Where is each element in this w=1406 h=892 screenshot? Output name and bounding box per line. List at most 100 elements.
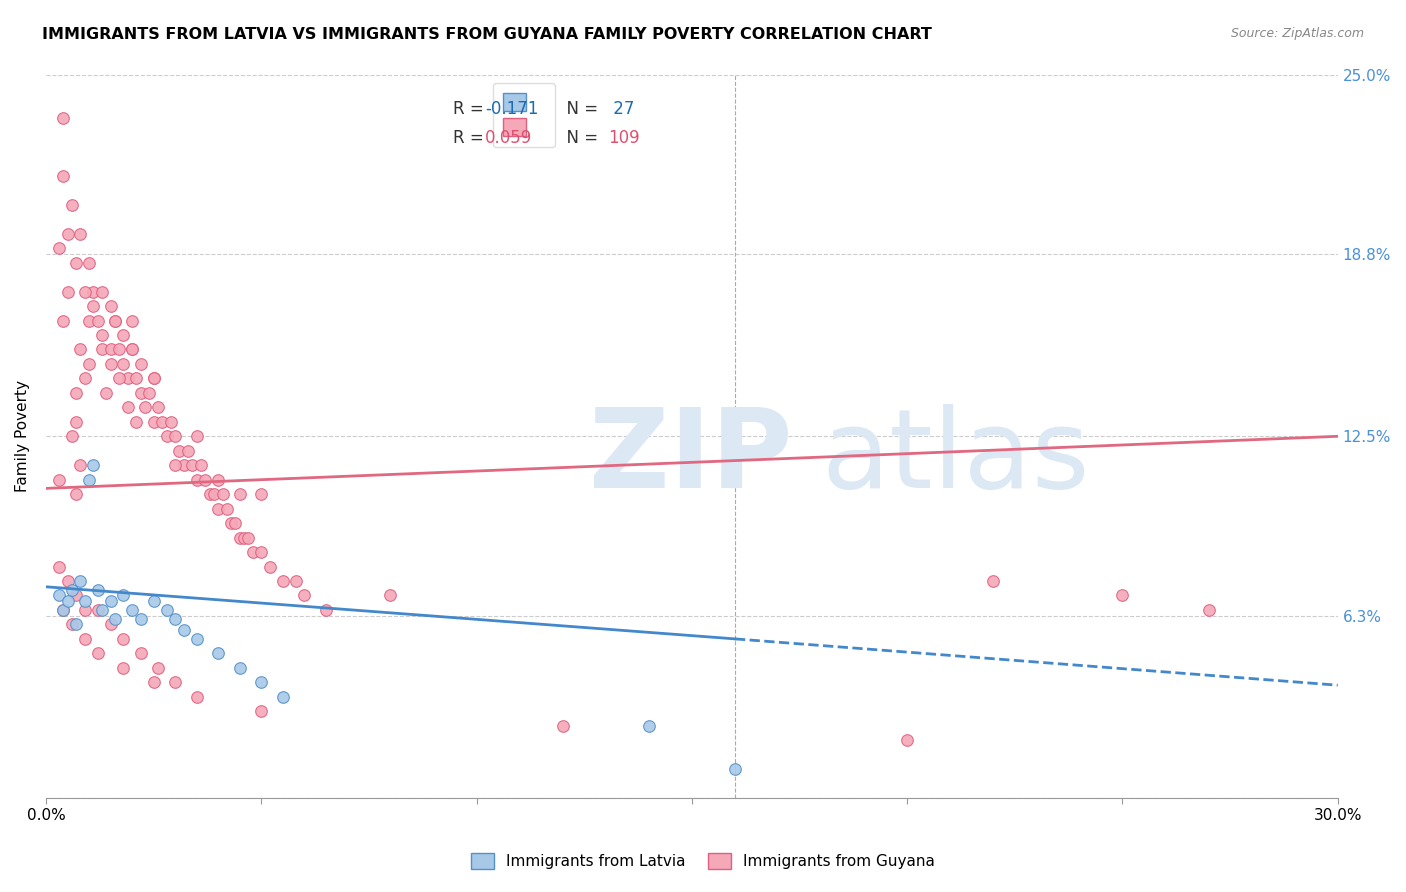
Point — [271, 690, 294, 704]
Point — [155, 603, 177, 617]
Point — [108, 343, 131, 357]
Text: 27: 27 — [607, 100, 634, 118]
Point — [121, 343, 143, 357]
Point — [69, 227, 91, 241]
Text: ZIP: ZIP — [589, 404, 792, 511]
Point — [186, 632, 208, 646]
Point — [60, 582, 83, 597]
Point — [125, 371, 148, 385]
Point — [52, 603, 75, 617]
Point — [82, 285, 104, 299]
Point — [724, 762, 747, 776]
Point — [250, 675, 273, 690]
Point — [69, 458, 91, 473]
Point — [250, 704, 273, 718]
Point — [73, 603, 96, 617]
Point — [52, 603, 75, 617]
Point — [242, 545, 264, 559]
Point — [56, 574, 79, 588]
Point — [211, 487, 233, 501]
Text: N =: N = — [557, 100, 603, 118]
Point — [91, 343, 114, 357]
Point — [150, 415, 173, 429]
Point — [173, 458, 195, 473]
Point — [380, 589, 402, 603]
Legend: Immigrants from Latvia, Immigrants from Guyana: Immigrants from Latvia, Immigrants from … — [464, 847, 942, 875]
Point — [169, 443, 191, 458]
Point — [125, 415, 148, 429]
Point — [142, 371, 165, 385]
Point — [198, 487, 221, 501]
Point — [121, 603, 143, 617]
Point — [224, 516, 246, 530]
Point — [142, 675, 165, 690]
Point — [100, 357, 122, 371]
Point — [981, 574, 1004, 588]
Point — [165, 429, 187, 443]
Point — [165, 675, 187, 690]
Point — [160, 415, 183, 429]
Point — [271, 574, 294, 588]
Point — [207, 646, 229, 660]
Point — [112, 589, 135, 603]
Point — [238, 531, 260, 545]
Point — [202, 487, 225, 501]
Point — [91, 328, 114, 343]
Point — [77, 313, 100, 327]
Point — [250, 487, 273, 501]
Point — [48, 559, 70, 574]
Point — [292, 589, 315, 603]
Point — [82, 299, 104, 313]
Point — [207, 473, 229, 487]
Point — [173, 624, 195, 638]
Text: atlas: atlas — [821, 404, 1090, 511]
Point — [56, 285, 79, 299]
Point — [142, 371, 165, 385]
Point — [52, 313, 75, 327]
Point — [229, 531, 252, 545]
Point — [896, 733, 918, 747]
Point — [229, 487, 252, 501]
Text: -0.171: -0.171 — [485, 100, 538, 118]
Point — [52, 169, 75, 183]
Point — [1198, 603, 1220, 617]
Point — [96, 385, 118, 400]
Point — [69, 343, 91, 357]
Point — [73, 594, 96, 608]
Point — [56, 594, 79, 608]
Point — [48, 241, 70, 255]
Point — [112, 328, 135, 343]
Point — [219, 516, 242, 530]
Point — [315, 603, 337, 617]
Point — [129, 612, 152, 626]
Text: IMMIGRANTS FROM LATVIA VS IMMIGRANTS FROM GUYANA FAMILY POVERTY CORRELATION CHAR: IMMIGRANTS FROM LATVIA VS IMMIGRANTS FRO… — [42, 27, 932, 42]
Point — [48, 473, 70, 487]
Point — [233, 531, 256, 545]
Text: N =: N = — [557, 128, 603, 147]
Point — [181, 458, 204, 473]
Point — [77, 473, 100, 487]
Point — [100, 299, 122, 313]
Point — [69, 574, 91, 588]
Point — [86, 582, 108, 597]
Point — [259, 559, 281, 574]
Point — [77, 357, 100, 371]
Point — [77, 255, 100, 269]
Point — [100, 594, 122, 608]
Point — [104, 313, 127, 327]
Point — [177, 443, 200, 458]
Point — [112, 357, 135, 371]
Point — [1111, 589, 1133, 603]
Point — [60, 429, 83, 443]
Point — [56, 227, 79, 241]
Point — [65, 255, 87, 269]
Point — [250, 545, 273, 559]
Point — [73, 632, 96, 646]
Text: 109: 109 — [607, 128, 640, 147]
Y-axis label: Family Poverty: Family Poverty — [15, 380, 30, 492]
Legend:   ,   : , — [494, 83, 555, 147]
Point — [138, 385, 160, 400]
Point — [165, 458, 187, 473]
Point — [117, 371, 139, 385]
Point — [91, 285, 114, 299]
